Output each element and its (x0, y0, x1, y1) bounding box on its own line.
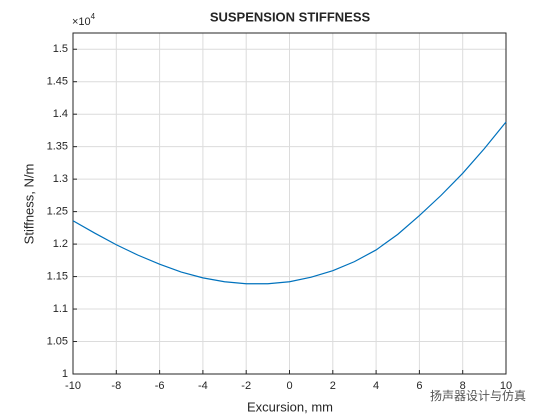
x-tick-label: -6 (155, 380, 165, 392)
x-tick-label: 0 (286, 380, 292, 392)
y-tick-label: 1.45 (47, 76, 68, 88)
x-tick-label: -2 (241, 380, 251, 392)
x-tick-label: 4 (373, 380, 379, 392)
x-tick-label: -10 (65, 380, 81, 392)
watermark: 扬声器设计与仿真 (430, 388, 526, 403)
y-tick-label: 1.1 (53, 303, 68, 315)
x-tick-label: 10 (500, 380, 512, 392)
y-multiplier-base: ×10 (72, 16, 91, 28)
y-multiplier: ×104 (72, 12, 96, 28)
x-tick-label: 8 (460, 380, 466, 392)
y-tick-label: 1 (62, 368, 68, 380)
y-tick-label: 1.05 (47, 335, 68, 347)
x-tick-label: 6 (416, 380, 422, 392)
y-tick-label: 1.4 (53, 108, 68, 120)
y-tick-label: 1.3 (53, 173, 68, 185)
x-tick-label: -4 (198, 380, 208, 392)
x-tick-label: -8 (111, 380, 121, 392)
y-axis-label: Stiffness, N/m (21, 164, 36, 245)
chart-title: SUSPENSION STIFFNESS (210, 9, 371, 24)
plot-frame (72, 32, 507, 375)
x-axis-label: Excursion, mm (247, 399, 333, 414)
y-tick-label: 1.2 (53, 238, 68, 250)
y-tick-label: 1.25 (47, 206, 68, 218)
y-tick-label: 1.15 (47, 270, 68, 282)
y-multiplier-exponent: 4 (91, 12, 96, 21)
x-tick-label: 2 (330, 380, 336, 392)
y-tick-label: 1.5 (53, 43, 68, 55)
y-tick-label: 1.35 (47, 141, 68, 153)
data-line (72, 121, 507, 285)
